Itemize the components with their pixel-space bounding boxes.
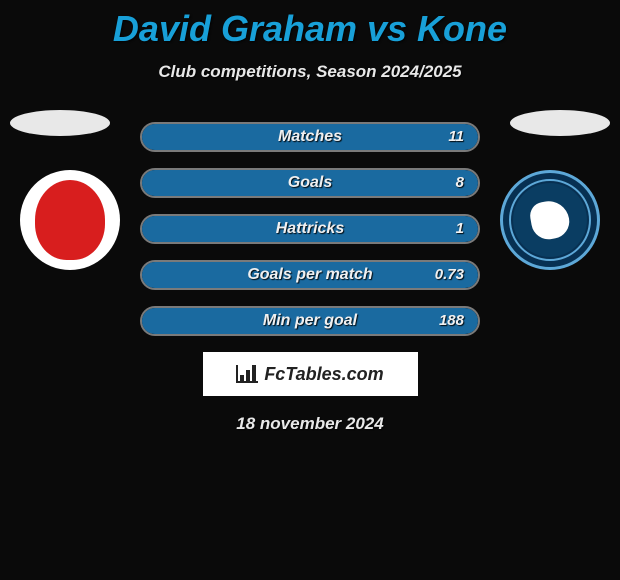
club-badge-left bbox=[20, 170, 120, 290]
subtitle: Club competitions, Season 2024/2025 bbox=[0, 62, 620, 82]
stat-right-value: 8 bbox=[456, 170, 464, 196]
page-title: David Graham vs Kone bbox=[0, 0, 620, 50]
stat-label: Hattricks bbox=[142, 216, 478, 242]
comparison-panel: Matches11 Goals8 Hattricks1 Goals per match… bbox=[0, 110, 620, 434]
lincoln-city-crest-icon bbox=[20, 170, 120, 270]
stat-right-value: 1 bbox=[456, 216, 464, 242]
stat-right-value: 0.73 bbox=[435, 262, 464, 288]
brand-box: FcTables.com bbox=[203, 352, 418, 396]
stat-label: Goals per match bbox=[142, 262, 478, 288]
stats-list: Matches11 Goals8 Hattricks1 Goals per match… bbox=[140, 110, 480, 336]
stat-right-value: 188 bbox=[439, 308, 464, 334]
bar-chart-icon bbox=[236, 365, 258, 383]
stat-row: Hattricks1 bbox=[140, 214, 480, 244]
player-right-shadow bbox=[510, 110, 610, 136]
date-label: 18 november 2024 bbox=[0, 414, 620, 434]
stat-label: Goals bbox=[142, 170, 478, 196]
stat-row: Goals8 bbox=[140, 168, 480, 198]
stat-row: Goals per match0.73 bbox=[140, 260, 480, 290]
wycombe-wanderers-crest-icon bbox=[500, 170, 600, 270]
brand-text: FcTables.com bbox=[264, 364, 383, 385]
club-badge-right bbox=[500, 170, 600, 290]
stat-label: Min per goal bbox=[142, 308, 478, 334]
stat-right-value: 11 bbox=[448, 124, 464, 150]
stat-row: Min per goal188 bbox=[140, 306, 480, 336]
stat-label: Matches bbox=[142, 124, 478, 150]
player-left-shadow bbox=[10, 110, 110, 136]
stat-row: Matches11 bbox=[140, 122, 480, 152]
